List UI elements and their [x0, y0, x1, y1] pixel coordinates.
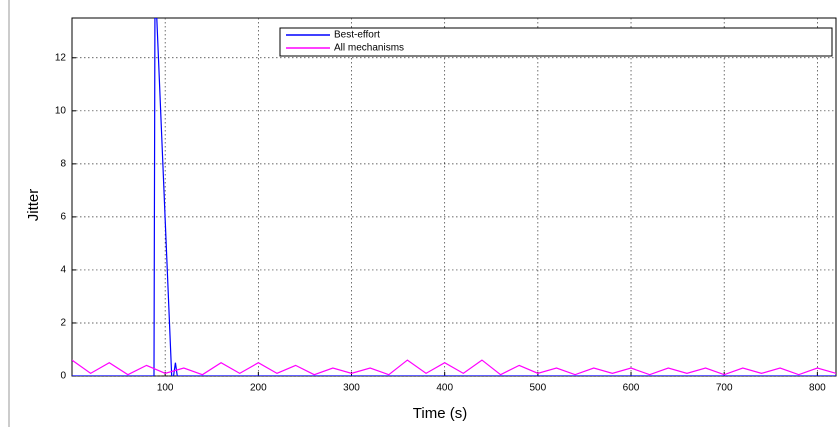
y-tick-label: 0	[60, 371, 66, 382]
x-tick-label: 700	[716, 383, 733, 394]
y-axis-label: Jitter	[25, 189, 42, 222]
x-tick-label: 600	[623, 383, 640, 394]
x-tick-label: 300	[343, 383, 360, 394]
y-tick-label: 2	[60, 318, 66, 329]
legend-label: All mechanisms	[334, 43, 404, 54]
y-tick-label: 8	[60, 158, 66, 169]
legend-label: Best-effort	[334, 30, 380, 41]
x-tick-label: 100	[157, 383, 174, 394]
legend-box	[279, 27, 833, 57]
series-line	[72, 359, 836, 376]
plot-area	[71, 17, 837, 377]
x-tick-label: 200	[250, 383, 267, 394]
x-tick-label: 800	[809, 383, 826, 394]
y-tick-label: 6	[60, 212, 66, 223]
x-tick-label: 500	[530, 383, 547, 394]
x-axis-label: Time (s)	[413, 405, 467, 422]
x-tick-label: 400	[436, 383, 453, 394]
y-tick-label: 12	[55, 52, 67, 63]
y-tick-label: 10	[55, 105, 67, 116]
y-tick-label: 4	[60, 265, 66, 276]
series-line	[72, 18, 836, 376]
